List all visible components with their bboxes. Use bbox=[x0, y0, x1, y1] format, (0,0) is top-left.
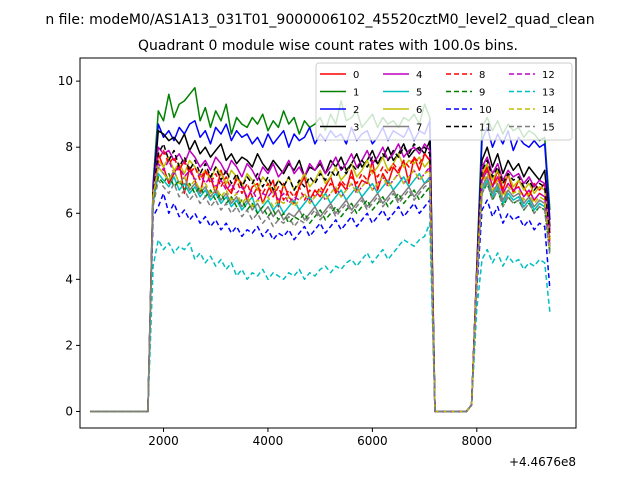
legend-box bbox=[315, 62, 573, 141]
series-line-14 bbox=[90, 166, 551, 413]
y-tick-label: 6 bbox=[65, 206, 73, 220]
legend-label-15: 15 bbox=[542, 123, 555, 134]
series-line-13 bbox=[90, 222, 551, 413]
legend-label-1: 1 bbox=[353, 88, 359, 99]
legend-label-13: 13 bbox=[542, 88, 555, 99]
legend-label-12: 12 bbox=[542, 70, 555, 81]
legend-label-9: 9 bbox=[479, 88, 485, 99]
legend-label-8: 8 bbox=[479, 70, 485, 81]
plot-frame bbox=[79, 57, 577, 429]
legend-label-4: 4 bbox=[416, 70, 422, 81]
series-line-11 bbox=[90, 143, 551, 413]
y-axis: 0 2 4 6 8 10 bbox=[58, 74, 80, 418]
legend-label-11: 11 bbox=[479, 123, 492, 134]
x-tick-label: 4000 bbox=[253, 434, 284, 448]
legend-label-2: 2 bbox=[353, 105, 359, 116]
x-axis-offset-label: +4.4676e8 bbox=[509, 455, 576, 469]
series-line-15 bbox=[90, 179, 551, 413]
legend-label-5: 5 bbox=[416, 88, 422, 99]
y-tick-label: 0 bbox=[65, 404, 73, 418]
legend-label-6: 6 bbox=[416, 105, 422, 116]
legend-label-10: 10 bbox=[479, 105, 492, 116]
x-tick-label: 2000 bbox=[148, 434, 179, 448]
y-tick-label: 2 bbox=[65, 338, 73, 352]
legend-label-14: 14 bbox=[542, 105, 555, 116]
legend-label-3: 3 bbox=[353, 123, 359, 134]
x-tick-label: 6000 bbox=[357, 434, 388, 448]
y-tick-label: 8 bbox=[65, 140, 73, 154]
x-tick-label: 8000 bbox=[462, 434, 493, 448]
legend-label-7: 7 bbox=[416, 123, 422, 134]
legend-label-0: 0 bbox=[353, 70, 359, 81]
figure-suptitle: n file: modeM0/AS1A13_031T01_9000006102_… bbox=[45, 12, 594, 28]
chart-title: Quadrant 0 module wise count rates with … bbox=[138, 38, 518, 54]
y-tick-label: 10 bbox=[58, 74, 73, 88]
y-tick-label: 4 bbox=[65, 272, 73, 286]
x-axis: 2000 4000 6000 8000 bbox=[148, 428, 492, 448]
